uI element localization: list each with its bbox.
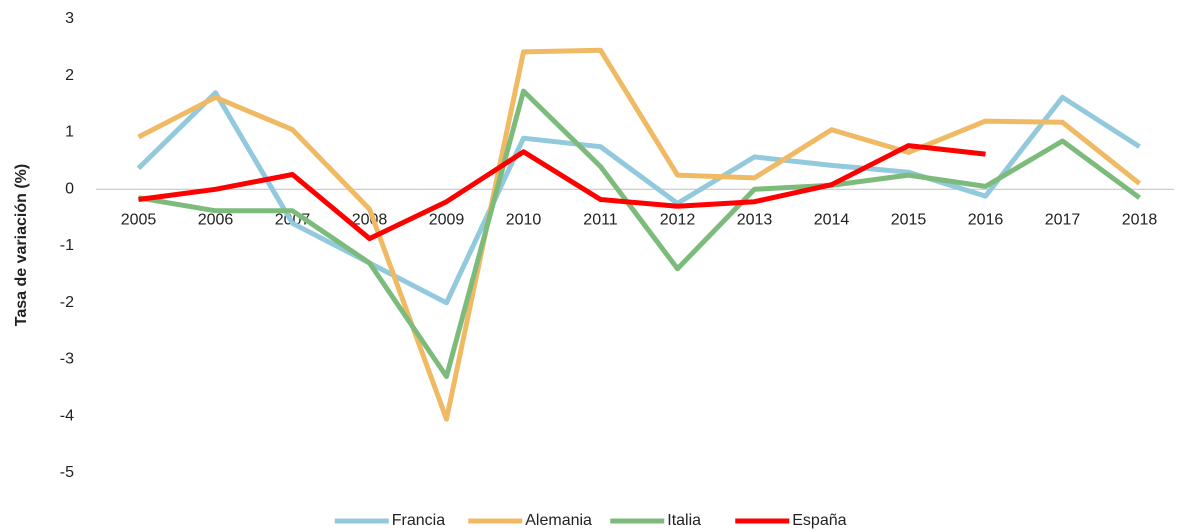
x-tick-label: 2013: [737, 211, 773, 228]
series-line: [138, 143, 986, 242]
series-line: [138, 88, 1141, 379]
x-tick-label: 2015: [891, 211, 927, 228]
y-tick-label: 0: [65, 180, 74, 197]
y-tick-label: -2: [60, 294, 74, 311]
x-tick-label: 2009: [429, 211, 465, 228]
x-tick-label: 2010: [506, 211, 542, 228]
y-axis-label: Tasa de variación (%): [13, 164, 30, 326]
x-tick-label: 2011: [583, 211, 618, 228]
y-tick-label: -1: [60, 237, 74, 254]
x-tick-label: 2008: [352, 211, 388, 228]
legend-label: Francia: [392, 512, 445, 529]
x-tick-label: 2016: [968, 211, 1004, 228]
y-tick-label: -5: [60, 464, 74, 481]
legend-label: Italia: [667, 512, 701, 529]
y-tick-label: 3: [65, 10, 74, 27]
x-tick-label: 2014: [814, 211, 850, 228]
y-tick-label: 1: [65, 124, 74, 141]
series-line: [136, 90, 1141, 306]
x-tick-label: 2005: [121, 211, 157, 228]
x-tick-label: 2012: [660, 211, 696, 228]
x-tick-label: 2018: [1122, 211, 1158, 228]
legend-label: Alemania: [525, 512, 592, 529]
y-tick-label: -3: [60, 351, 74, 368]
y-tick-label: -4: [60, 407, 74, 424]
legend-label: España: [792, 512, 846, 529]
series-line: [137, 47, 1142, 422]
x-tick-label: 2006: [198, 211, 234, 228]
x-tick-label: 2017: [1045, 211, 1081, 228]
y-tick-label: 2: [65, 67, 74, 84]
